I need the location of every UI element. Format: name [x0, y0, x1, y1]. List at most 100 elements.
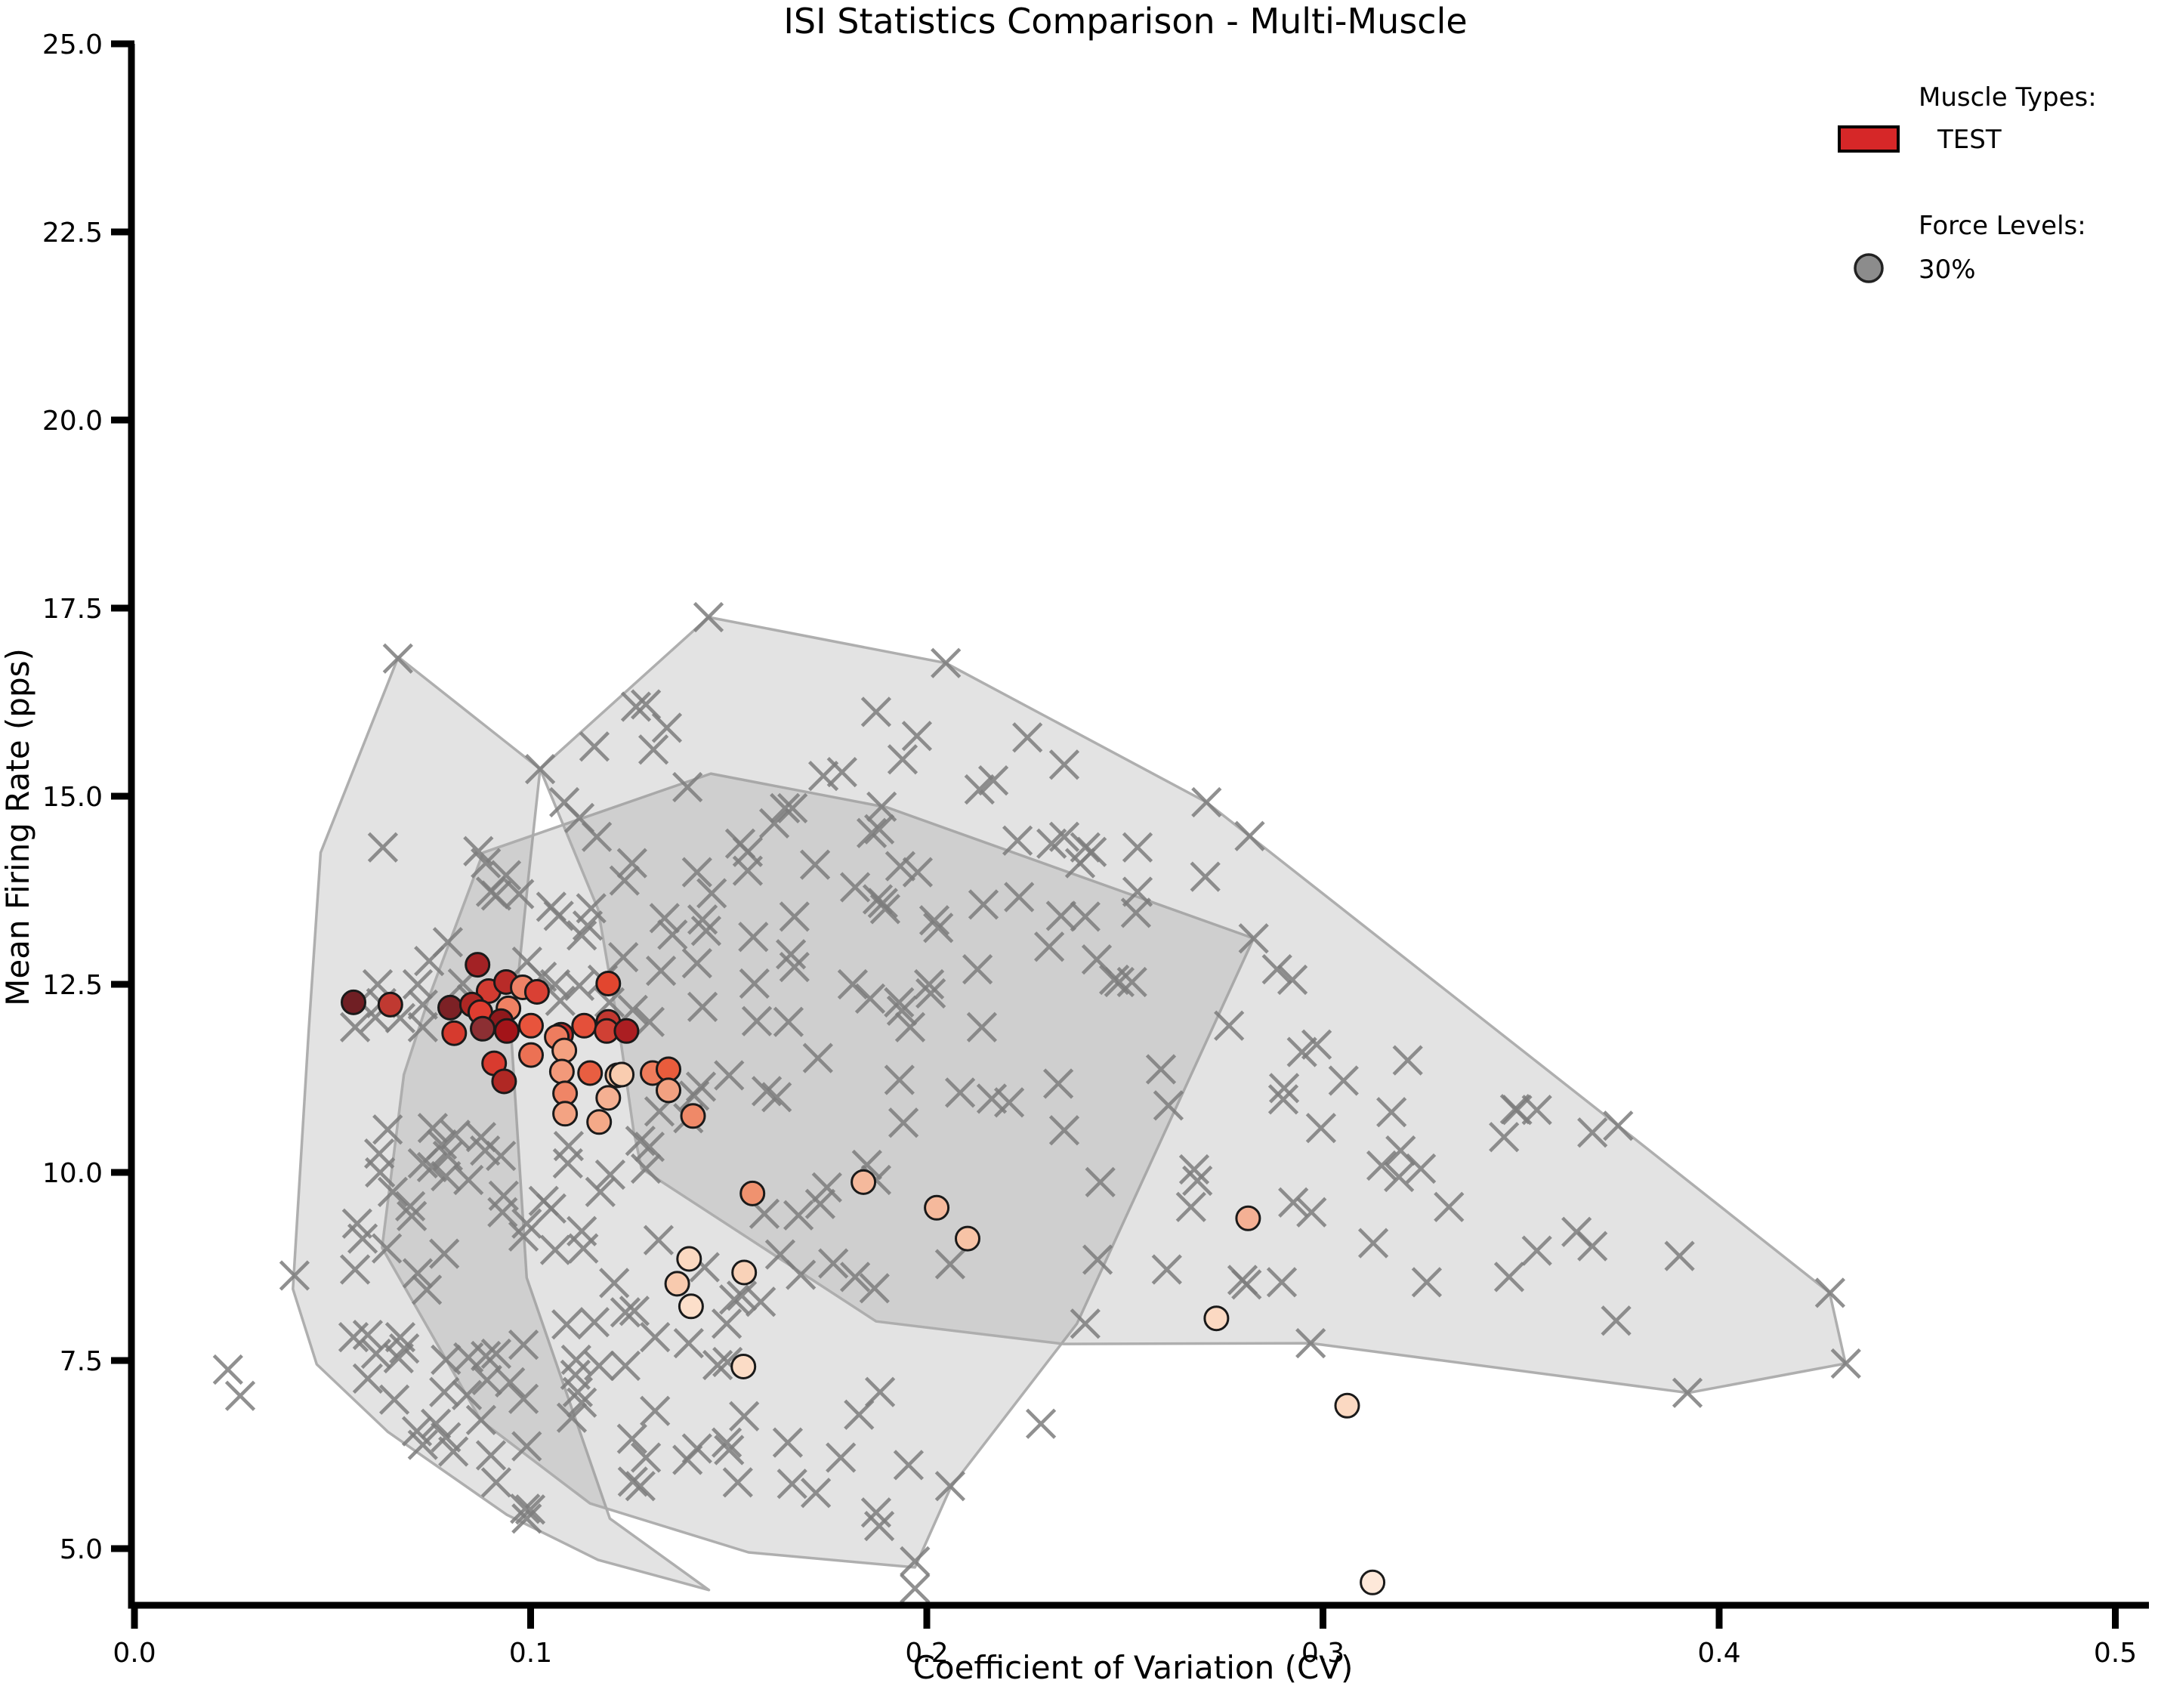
x-marker	[645, 955, 677, 987]
x-marker	[551, 1309, 582, 1340]
x-marker	[1190, 861, 1221, 892]
force-30-marker-icon	[1854, 253, 1884, 283]
x-marker	[640, 1321, 671, 1353]
unit-circle-marker	[552, 1101, 579, 1127]
unit-circle-marker	[656, 1077, 681, 1104]
x-marker	[579, 731, 610, 762]
x-tick-label: 0.4	[1697, 1638, 1740, 1669]
x-marker	[690, 916, 722, 947]
x-marker	[964, 774, 995, 805]
x-marker	[411, 1274, 443, 1305]
x-marker	[382, 643, 413, 674]
legend-force-header: Force Levels:	[1919, 211, 2086, 241]
x-marker	[1366, 1150, 1397, 1181]
x-marker	[1151, 1254, 1182, 1285]
unit-circle-marker	[739, 1180, 766, 1206]
x-marker	[347, 1223, 378, 1254]
x-marker	[1045, 900, 1076, 931]
x-marker	[746, 1286, 776, 1317]
x-marker	[1064, 848, 1096, 879]
x-marker	[567, 920, 597, 951]
x-marker	[894, 1012, 926, 1042]
x-marker	[687, 904, 718, 935]
x-marker	[465, 1404, 497, 1435]
x-marker	[770, 792, 801, 824]
x-marker	[818, 1248, 849, 1279]
x-marker	[1178, 1154, 1210, 1185]
unit-circle-marker	[470, 1015, 496, 1042]
x-marker	[839, 1262, 871, 1293]
y-tick-label: 20.0	[42, 406, 103, 437]
y-tick-label: 7.5	[60, 1346, 103, 1377]
x-marker	[480, 1467, 512, 1498]
x-marker	[495, 1367, 526, 1398]
x-marker	[786, 1259, 817, 1290]
x-marker	[1405, 1153, 1437, 1184]
x-marker	[480, 1338, 512, 1370]
x-marker	[711, 1308, 742, 1339]
x-marker	[470, 1135, 501, 1166]
x-marker	[977, 764, 1009, 796]
x-marker	[552, 1147, 583, 1179]
x-marker	[1434, 1191, 1465, 1222]
unit-circle-marker	[1235, 1205, 1261, 1231]
x-marker	[1120, 897, 1152, 928]
x-marker	[993, 1087, 1025, 1118]
y-tick-label: 12.5	[42, 970, 103, 1001]
x-marker	[931, 647, 962, 678]
x-marker	[915, 978, 946, 1009]
unit-circle-marker	[595, 971, 622, 996]
x-marker	[1012, 722, 1043, 753]
x-marker	[1025, 1408, 1057, 1439]
x-marker	[279, 1260, 310, 1291]
x-marker	[1357, 1228, 1389, 1259]
x-marker	[1376, 1097, 1407, 1128]
unit-circle-marker	[678, 1293, 704, 1320]
x-marker	[568, 1233, 599, 1264]
x-tick-label: 0.1	[509, 1638, 552, 1669]
unit-circle-marker	[571, 1012, 597, 1039]
muscle-test-swatch	[1838, 125, 1900, 153]
unit-circle-marker	[437, 994, 463, 1021]
x-marker	[630, 1442, 662, 1473]
x-marker	[1145, 1054, 1177, 1085]
unit-circle-marker	[586, 1109, 613, 1135]
x-marker	[738, 922, 769, 953]
x-marker	[1191, 786, 1222, 818]
x-marker	[1392, 1045, 1423, 1076]
x-marker	[672, 771, 703, 803]
axes: 25.022.520.017.515.012.510.07.55.0 0.0 0.…	[0, 29, 2149, 1686]
x-marker	[962, 953, 993, 985]
x-axis-label: Coefficient of Variation (CV)	[913, 1649, 1354, 1686]
x-marker	[1153, 1090, 1184, 1121]
x-marker	[567, 1387, 597, 1418]
x-marker	[338, 1321, 369, 1353]
x-marker	[804, 1188, 836, 1219]
x-marker	[480, 880, 512, 911]
x-marker	[543, 900, 574, 931]
x-marker	[741, 1005, 773, 1036]
y-axis-ticks: 25.0 22.5 20.0 17.5 15.0 12.5 10.0 7.5 5.0	[42, 29, 134, 1565]
x-marker	[800, 1478, 832, 1509]
x-marker	[1814, 1277, 1846, 1308]
x-marker	[657, 919, 688, 950]
x-marker	[556, 1402, 588, 1433]
x-marker	[923, 913, 954, 944]
x-marker	[799, 849, 831, 880]
x-marker	[383, 1342, 414, 1374]
x-marker	[758, 808, 790, 839]
x-marker	[545, 985, 576, 1017]
x-marker	[1664, 1240, 1695, 1271]
unit-circle-marker	[609, 1061, 635, 1088]
x-marker	[1042, 1068, 1074, 1099]
unit-circle-marker	[1360, 1569, 1386, 1595]
x-marker	[610, 1350, 641, 1382]
x-marker	[1603, 1110, 1634, 1141]
x-marker	[377, 1176, 409, 1208]
x-marker	[1521, 1235, 1552, 1266]
y-tick-label: 25.0	[42, 29, 103, 60]
x-marker	[1070, 901, 1101, 932]
x-marker	[625, 1471, 656, 1502]
x-tick-label: 0.5	[2094, 1638, 2137, 1669]
x-marker	[1048, 1115, 1080, 1146]
